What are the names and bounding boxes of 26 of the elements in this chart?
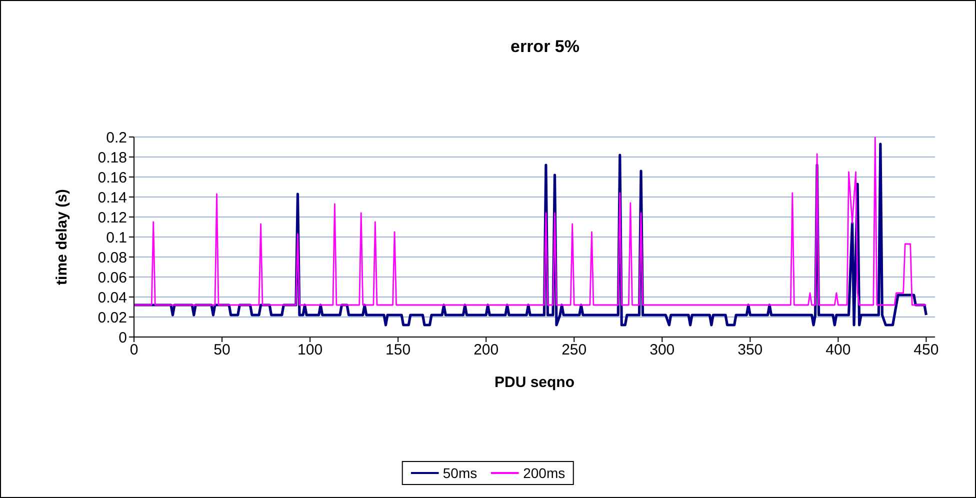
x-tick-label: 150 [386,342,411,359]
y-tick-label: 0 [118,329,127,346]
y-tick-label: 0.16 [98,169,127,186]
x-tick-label: 450 [914,342,939,359]
y-tick-label: 0.18 [98,149,127,166]
x-tick-label: 200 [474,342,499,359]
x-tick-label: 400 [826,342,851,359]
legend-label: 50ms [442,465,478,481]
x-axis-title: PDU seqno [494,374,575,391]
y-tick-label: 0.06 [98,269,127,286]
legend-label: 200ms [523,465,566,481]
x-tick-label: 50 [214,342,230,359]
x-tick-label: 0 [130,342,138,359]
y-tick-label: 0.14 [98,189,127,206]
y-tick-label: 0.08 [98,249,127,266]
y-axis-title: time delay (s) [53,189,70,285]
x-tick-label: 350 [738,342,763,359]
x-tick-label: 250 [562,342,587,359]
chart-title: error 5% [510,37,580,57]
x-tick-label: 100 [298,342,323,359]
y-tick-label: 0.1 [106,229,127,246]
y-tick-label: 0.12 [98,209,127,226]
y-tick-label: 0.2 [106,129,127,146]
x-tick-label: 300 [650,342,675,359]
y-tick-label: 0.04 [98,289,127,306]
y-tick-label: 0.02 [98,309,127,326]
